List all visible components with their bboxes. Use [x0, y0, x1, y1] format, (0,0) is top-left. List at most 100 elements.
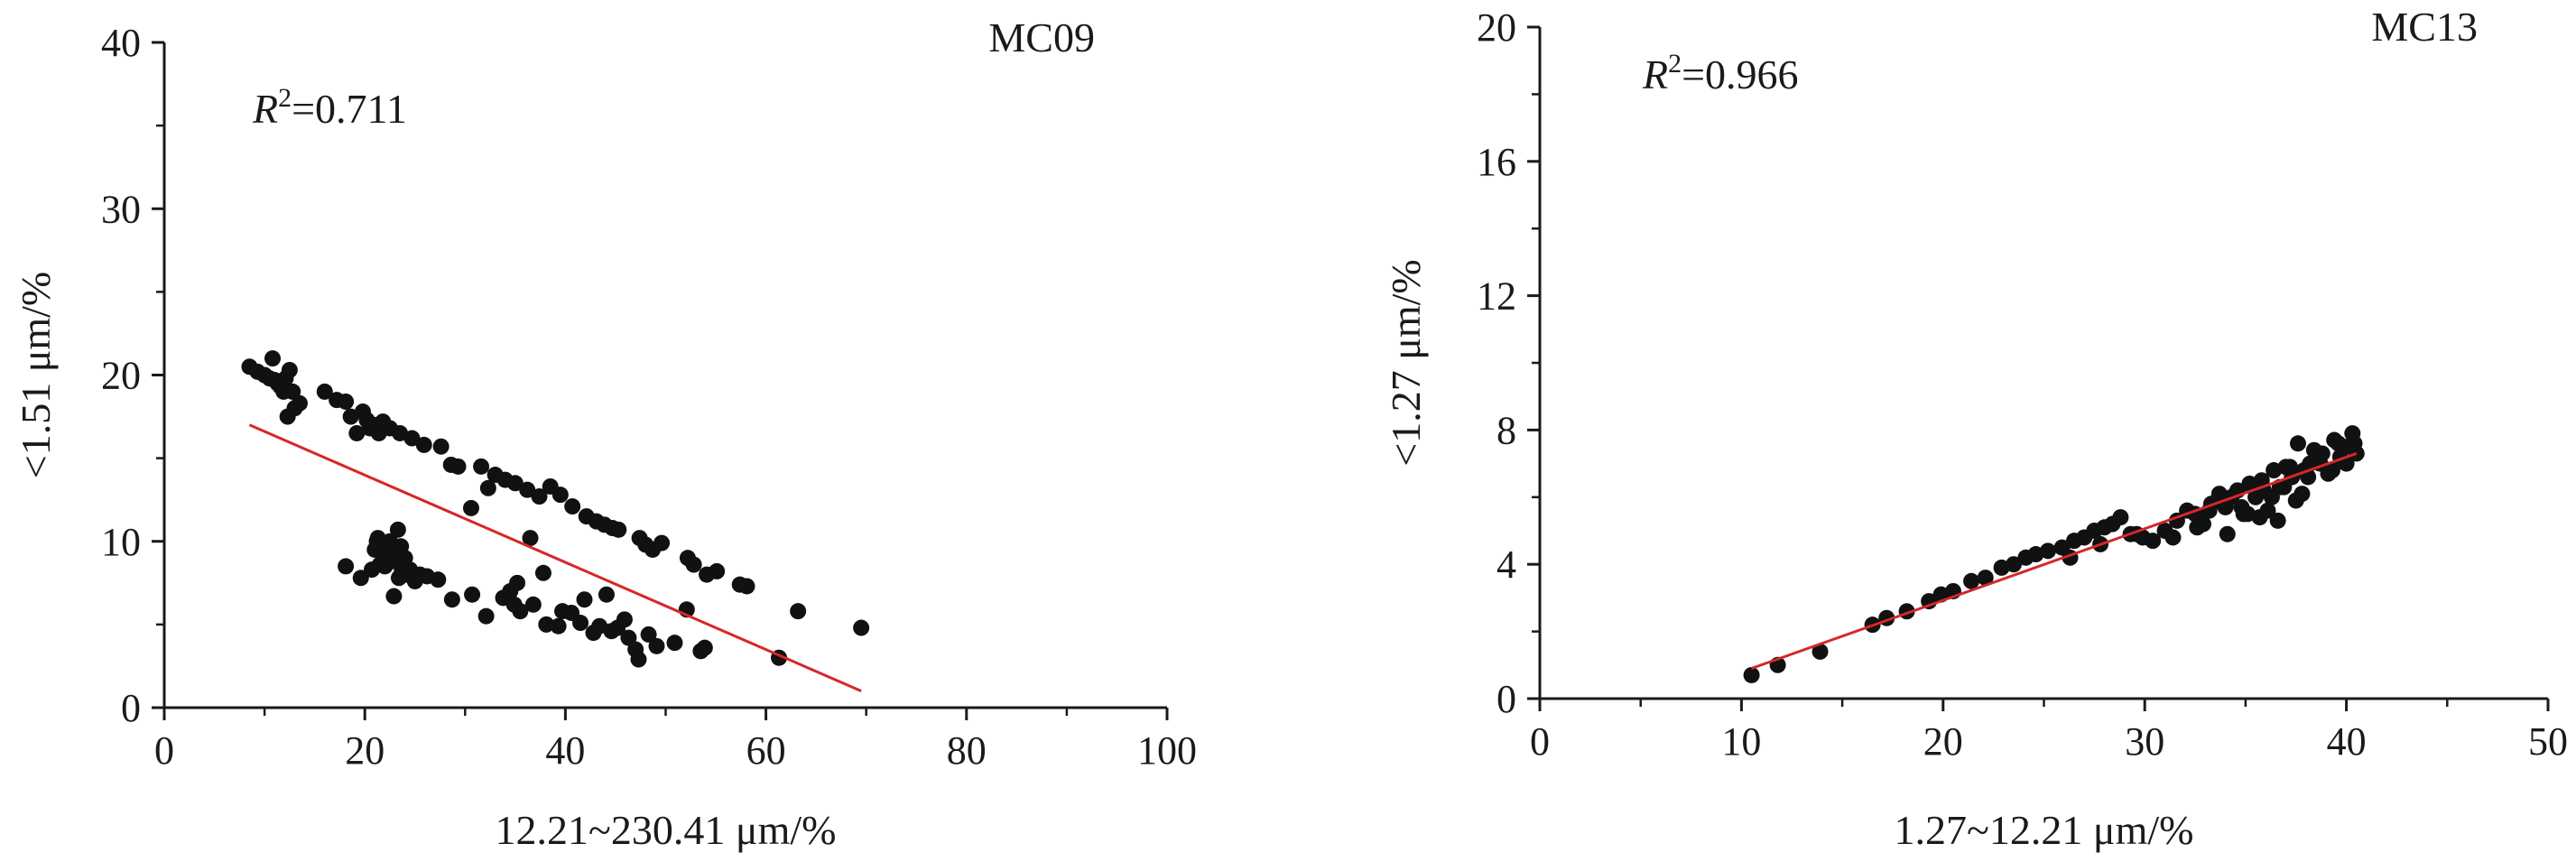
data-point-s2 [387, 552, 404, 570]
data-point-s1 [1743, 666, 1760, 683]
x-tick-label: 30 [2125, 719, 2164, 764]
data-point-s2 [477, 607, 495, 625]
data-point-s1 [479, 479, 496, 496]
data-point-s2 [534, 564, 551, 581]
data-point-s1 [685, 556, 702, 573]
x-tick-label: 20 [345, 728, 385, 773]
y-tick-label: 12 [1477, 274, 1516, 319]
data-point-s2 [620, 629, 637, 646]
data-point-s2 [430, 571, 447, 589]
x-tick-label: 50 [2528, 719, 2568, 764]
data-point-s2 [630, 651, 647, 668]
data-point-s1 [531, 488, 548, 505]
data-point-s2 [853, 619, 870, 636]
y-tick-label: 4 [1496, 542, 1516, 587]
x-tick-label: 40 [545, 728, 585, 773]
data-point-s2 [598, 586, 615, 603]
data-point-s1 [2293, 486, 2311, 503]
data-point-s1 [2189, 519, 2206, 536]
data-point-s1 [2305, 441, 2322, 459]
x-tick-label: 100 [1137, 728, 1197, 773]
x-tick-label: 20 [1923, 719, 1963, 764]
data-point-s2 [576, 591, 593, 608]
chart-panel-1: 0 20 40 60 80 100 0 10 20 30 40 12.21~230.41 μm/% <1… [13, 14, 1197, 853]
data-point-s1 [284, 383, 301, 400]
data-point-s1 [610, 521, 627, 538]
y-tick-label: 10 [101, 520, 141, 564]
data-point-s1 [281, 361, 298, 378]
x-tick-label: 40 [2327, 719, 2367, 764]
y-axis-title: <1.51 μm/% [13, 272, 59, 478]
data-point-s2 [648, 637, 665, 654]
data-point-s1 [2289, 435, 2306, 452]
data-point-s1 [2275, 478, 2293, 496]
panel-label: MC13 [2371, 4, 2478, 50]
data-point-s1 [519, 481, 536, 498]
data-point-s2 [464, 586, 481, 603]
data-point-s1 [279, 408, 296, 425]
x-tick-label: 60 [746, 728, 786, 773]
data-point-s1 [348, 424, 366, 441]
y-tick-label: 30 [101, 187, 141, 231]
data-point-s1 [2112, 509, 2129, 526]
data-point-s1 [506, 475, 524, 492]
data-point-s1 [462, 499, 479, 516]
data-point-s1 [2239, 505, 2256, 523]
regression-line [1751, 452, 2358, 670]
data-point-s2 [338, 558, 355, 575]
data-point-s2 [502, 583, 519, 600]
y-tick-label: 20 [101, 354, 141, 398]
y-tick-label: 40 [101, 21, 141, 65]
data-point-s2 [790, 603, 807, 620]
r-squared-annotation: R2=0.711 [252, 83, 407, 132]
data-point-s2 [696, 639, 713, 656]
data-point-s1 [2005, 556, 2022, 573]
data-point-s2 [640, 626, 657, 643]
data-point-s2 [554, 603, 571, 620]
x-tick-label: 10 [1721, 719, 1761, 764]
y-axis-title: <1.27 μm/% [1383, 259, 1429, 466]
data-point-s2 [572, 615, 589, 632]
data-point-s1 [316, 383, 333, 400]
data-point-s1 [2282, 459, 2299, 476]
data-point-s1 [1812, 643, 1829, 660]
data-point-s2 [389, 521, 406, 538]
data-point-s1 [551, 487, 569, 504]
data-point-s1 [1977, 570, 1994, 587]
data-point-s2 [550, 617, 567, 635]
x-axis-title: 1.27~12.21 μm/% [1895, 807, 2194, 853]
data-point-s2 [666, 635, 683, 652]
data-point-s2 [505, 596, 523, 613]
data-point-s2 [522, 530, 539, 547]
data-point-s1 [2323, 462, 2340, 479]
x-axis-title: 12.21~230.41 μm/% [496, 807, 837, 853]
x-tick-label: 0 [154, 728, 174, 773]
r-squared-annotation: R2=0.966 [1642, 49, 1799, 97]
data-point-s2 [352, 570, 369, 587]
data-point-s1 [403, 430, 421, 447]
data-point-s1 [1963, 572, 1980, 589]
data-point-s1 [338, 393, 355, 410]
data-point-s1 [2164, 529, 2182, 546]
data-point-s2 [443, 591, 460, 608]
regression-line [248, 423, 862, 692]
data-point-s2 [616, 611, 633, 628]
data-point-s1 [264, 350, 281, 367]
data-point-s2 [524, 596, 542, 613]
data-point-s1 [2269, 512, 2286, 529]
x-tick-label: 0 [1530, 719, 1550, 764]
x-tick-label: 80 [947, 728, 987, 773]
data-point-s1 [449, 458, 467, 475]
data-point-s1 [2145, 533, 2162, 550]
y-tick-label: 0 [1496, 677, 1516, 721]
panel-label: MC09 [988, 14, 1095, 60]
data-point-s2 [385, 588, 403, 605]
data-point-s1 [738, 578, 755, 595]
data-point-s1 [473, 458, 490, 475]
data-point-s1 [2039, 542, 2056, 560]
data-point-s1 [432, 438, 449, 455]
chart-panel-2: 0 10 20 30 40 50 0 4 8 12 16 20 1.27~12.21 μm/% <1.27… [1383, 4, 2568, 853]
y-tick-label: 20 [1477, 5, 1516, 50]
data-point-s2 [393, 538, 410, 555]
